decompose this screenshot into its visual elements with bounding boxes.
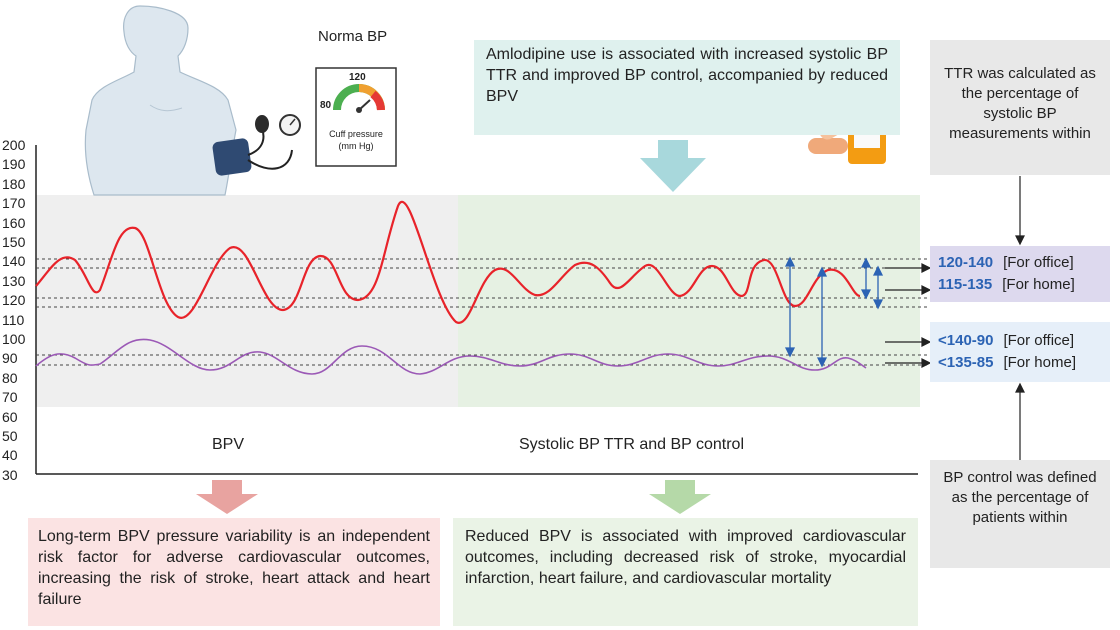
down-arrow-teal	[640, 140, 706, 192]
range-arrows	[784, 256, 884, 368]
range-context: [For office]	[1003, 332, 1075, 349]
norm-bp-title: Norma BP	[318, 28, 388, 45]
range-row-home: 115-135 [For home]	[938, 274, 1102, 296]
reference-lines	[36, 258, 930, 366]
y-tick-label: 180	[2, 175, 26, 192]
y-tick-label: 170	[2, 195, 26, 212]
y-tick-label: 80	[2, 369, 18, 386]
bpv-panel	[36, 195, 458, 407]
bp-control-box: BP control was defined as the percentage…	[930, 460, 1110, 568]
y-tick-label: 70	[2, 389, 18, 406]
range-value: 115-135	[938, 276, 993, 293]
ttr-section-label: Systolic BP TTR and BP control	[519, 436, 744, 453]
systolic-curve	[35, 201, 861, 324]
bpv-section-label: BPV	[212, 436, 245, 453]
y-tick-label: 140	[2, 253, 26, 270]
y-tick-label: 50	[2, 428, 18, 444]
gauge-label-80: 80	[320, 100, 332, 111]
range-value: <135-85	[938, 354, 994, 371]
y-tick-label: 90	[2, 350, 18, 367]
y-tick-label: 120	[2, 292, 26, 309]
bpv-outcome-box: Long-term BPV pressure variability is an…	[28, 518, 440, 626]
down-arrow-pink	[196, 480, 258, 514]
y-tick-label: 30	[2, 466, 18, 483]
bp-cuff-icon	[212, 114, 301, 176]
range-context: [For home]	[1003, 354, 1076, 371]
y-tick-label: 130	[2, 272, 26, 289]
y-tick-label: 190	[2, 156, 26, 173]
range-row-home: <135-85 [For home]	[938, 352, 1102, 374]
y-tick-label: 160	[2, 214, 26, 231]
amlodipine-box: Amlodipine use is associated with increa…	[474, 40, 900, 135]
y-tick-label: 110	[2, 311, 25, 328]
pressure-gauge-icon	[333, 84, 385, 113]
control-range-box: <140-90 [For office] <135-85 [For home]	[930, 322, 1110, 382]
person-illustration	[84, 5, 237, 196]
ttr-box: TTR was calculated as the percentage of …	[930, 40, 1110, 175]
range-row-office: 120-140 [For office]	[938, 252, 1102, 274]
range-context: [For office]	[1003, 254, 1074, 271]
systolic-range-box: 120-140 [For office] 115-135 [For home]	[930, 246, 1110, 302]
range-row-office: <140-90 [For office]	[938, 330, 1102, 352]
diastolic-curve	[35, 338, 867, 375]
down-arrow-green	[649, 480, 711, 514]
gauge-label-120: 120	[349, 72, 366, 83]
y-tick-label: 200	[2, 137, 26, 153]
range-context: [For home]	[1002, 276, 1075, 293]
range-value: <140-90	[938, 332, 994, 349]
y-tick-label: 60	[2, 408, 18, 425]
gauge-caption: Cuff pressure (mm Hg)	[329, 129, 383, 151]
y-tick-label: 150	[2, 234, 26, 250]
range-value: 120-140	[938, 254, 994, 271]
y-tick-label: 100	[2, 331, 26, 347]
connector-arrows	[885, 176, 1025, 460]
y-tick-label: 40	[2, 447, 18, 464]
reduced-bpv-outcome-box: Reduced BPV is associated with improved …	[453, 518, 918, 626]
ttr-panel	[458, 195, 920, 407]
